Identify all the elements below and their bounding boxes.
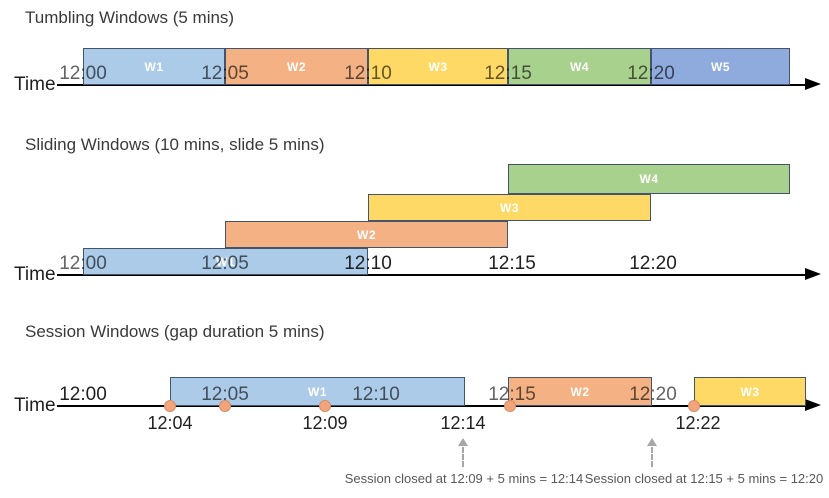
axis-arrowhead-icon: [805, 399, 821, 411]
tick-1205-session: 12:05: [201, 384, 249, 405]
tick-1205-sliding: 12:05: [201, 253, 249, 274]
tick-1220-tumbling: 12:20: [627, 63, 675, 84]
window-label: W1: [308, 384, 327, 399]
window-label: W1: [216, 254, 235, 269]
window-w2-sliding: W2: [225, 221, 508, 248]
window-w5-tumbling: W5: [651, 48, 790, 85]
event-dot: [688, 400, 700, 412]
window-w3-session: W3: [694, 377, 806, 406]
tick-1220-session: 12:20: [629, 384, 677, 405]
tick-1210-sliding: 12:10: [344, 253, 392, 274]
window-label: W3: [500, 200, 519, 215]
axis-arrowhead-icon: [805, 78, 821, 90]
up-arrow-stem: [651, 447, 653, 467]
window-w2-tumbling: W2: [225, 48, 368, 85]
window-label: W2: [357, 227, 376, 242]
tick-1215-session: 12:15: [488, 384, 536, 405]
event-time-1204: 12:04: [147, 413, 193, 433]
section-title-session: Session Windows (gap duration 5 mins): [25, 322, 325, 341]
time-axis-label-tumbling: Time: [14, 74, 56, 95]
event-dot: [319, 400, 331, 412]
time-axis-label-session: Time: [14, 395, 56, 416]
window-w3-sliding: W3: [368, 194, 651, 221]
window-w1-sliding: W1: [83, 248, 368, 275]
event-dot: [219, 400, 231, 412]
session-closed-note: Session closed at 12:15 + 5 mins = 12:20: [584, 471, 824, 486]
window-label: W3: [740, 384, 760, 399]
window-w4-tumbling: W4: [508, 48, 651, 85]
window-w1-tumbling: W1: [83, 48, 225, 85]
time-axis-sliding: [57, 274, 806, 276]
window-w4-sliding: W4: [508, 164, 790, 194]
up-arrow-icon: [458, 438, 468, 446]
window-label: W5: [711, 59, 730, 74]
tick-1200-tumbling: 12:00: [59, 63, 107, 84]
tick-1200-sliding: 12:00: [59, 253, 107, 274]
window-label: W1: [144, 59, 164, 74]
event-time-1214: 12:14: [440, 413, 486, 433]
event-time-1209: 12:09: [302, 413, 348, 433]
section-title-sliding: Sliding Windows (10 mins, slide 5 mins): [25, 135, 325, 154]
tick-1220-sliding: 12:20: [629, 253, 677, 274]
time-axis-label-sliding: Time: [14, 264, 56, 285]
event-dot: [504, 400, 516, 412]
section-title-tumbling: Tumbling Windows (5 mins): [25, 8, 235, 27]
up-arrow-icon: [647, 438, 657, 446]
window-w1-session: W1: [170, 377, 465, 406]
window-label: W4: [570, 59, 589, 74]
tick-1200-session: 12:00: [59, 384, 107, 405]
tick-1210-tumbling: 12:10: [344, 63, 392, 84]
session-closed-note: Session closed at 12:09 + 5 mins = 12:14: [344, 471, 584, 486]
tick-1210-session: 12:10: [352, 384, 400, 405]
window-w3-tumbling: W3: [368, 48, 508, 85]
time-axis-tumbling: [57, 84, 806, 86]
axis-arrowhead-icon: [805, 268, 821, 280]
event-time-1222: 12:22: [675, 413, 721, 433]
up-arrow-stem: [462, 447, 464, 467]
window-label: W3: [428, 59, 448, 74]
tick-1205-tumbling: 12:05: [201, 63, 249, 84]
tick-1215-tumbling: 12:15: [484, 63, 532, 84]
event-dot: [164, 400, 176, 412]
window-w2-session: W2: [508, 377, 652, 406]
tick-1215-sliding: 12:15: [488, 253, 536, 274]
window-label: W4: [639, 172, 659, 186]
window-label: W2: [287, 59, 306, 74]
time-axis-session: [57, 405, 806, 407]
window-label: W2: [570, 384, 590, 399]
